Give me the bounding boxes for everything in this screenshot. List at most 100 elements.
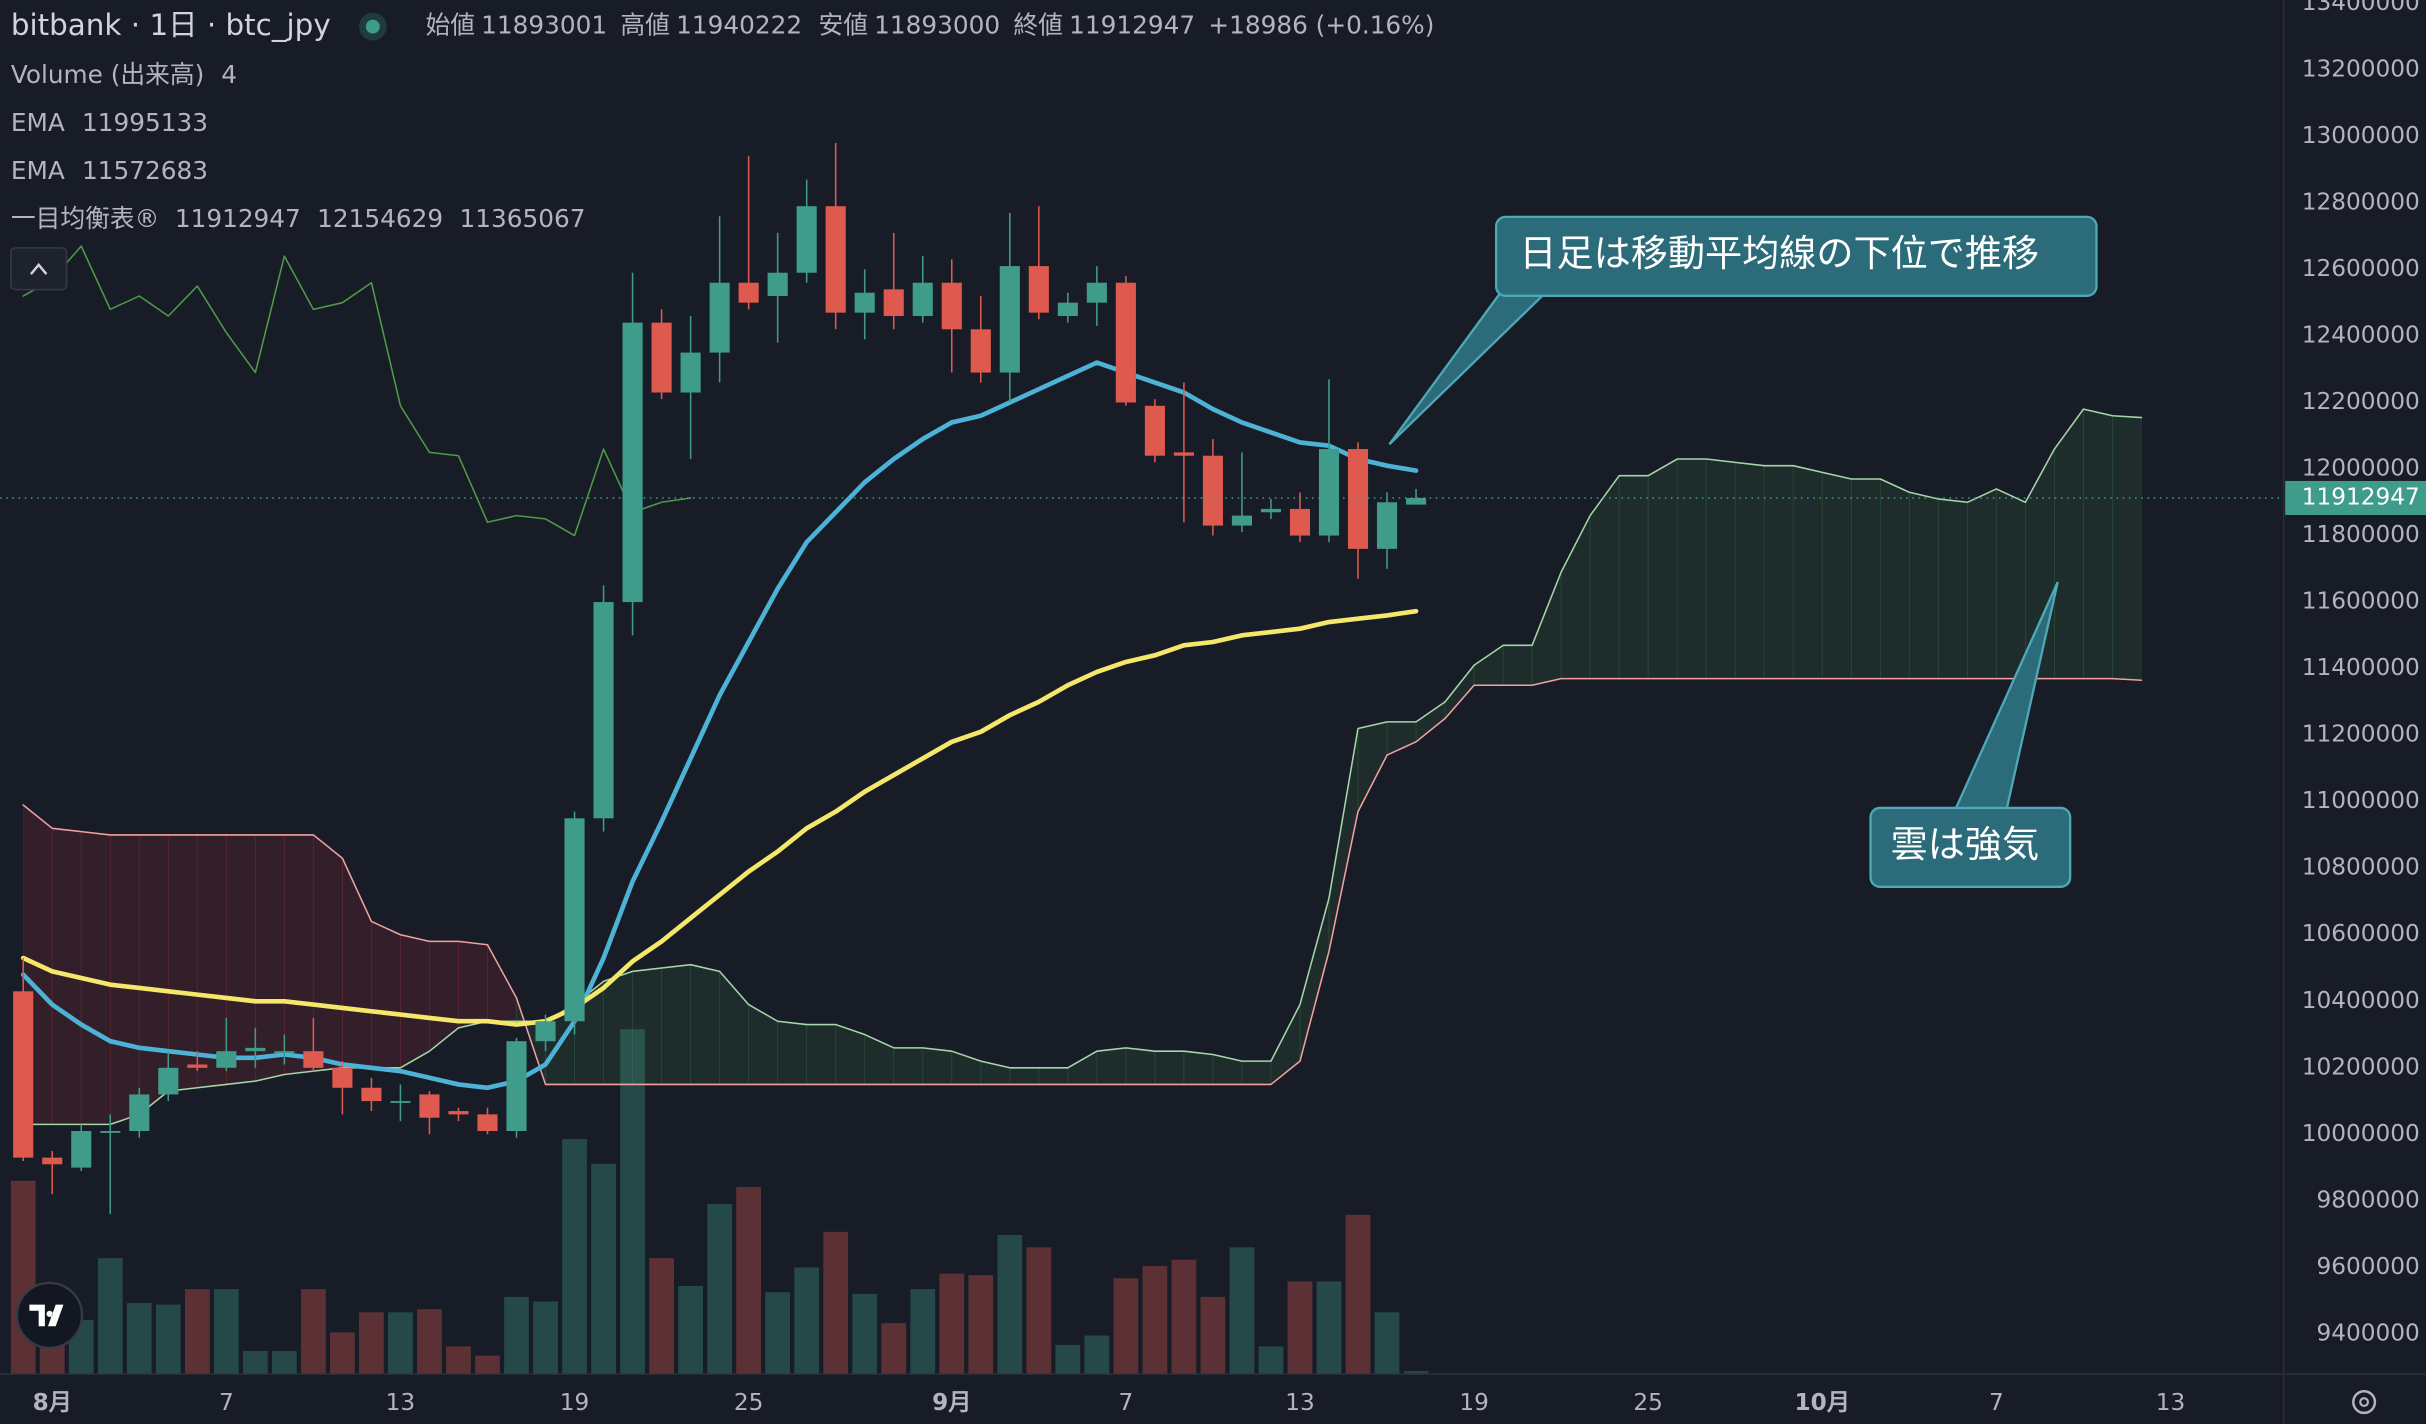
cloud-fill: [1937, 498, 1968, 680]
cloud-fill: [1908, 491, 1939, 680]
volume-bar: [1055, 1344, 1081, 1375]
volume-bar: [1316, 1281, 1342, 1375]
cloud-fill: [1705, 458, 1736, 680]
cloud-fill: [225, 834, 256, 1085]
candle-body: [1231, 515, 1252, 526]
volume-bar: [765, 1292, 791, 1375]
settings-icon[interactable]: [2352, 1389, 2377, 1415]
volume-bar: [881, 1323, 907, 1375]
candle-body: [535, 1021, 556, 1042]
x-tick-label: 9月: [932, 1389, 971, 1416]
candle-body: [187, 1064, 208, 1068]
candle-body: [1318, 449, 1340, 536]
candle-body: [448, 1111, 469, 1115]
candle-body: [767, 272, 788, 297]
callout: 雲は強気: [1869, 581, 2072, 888]
volume-bar: [649, 1258, 674, 1375]
legend-value: 11995133: [82, 108, 208, 137]
y-tick-label: 13400000: [2302, 0, 2420, 16]
legend-value: 11912947: [175, 204, 301, 233]
ohlc-label: 高値: [620, 11, 670, 40]
cloud-fill: [2082, 408, 2113, 680]
volume-bar: [1287, 1281, 1313, 1375]
cloud-fill: [1850, 478, 1881, 680]
y-tick-label: 10000000: [2302, 1120, 2420, 1147]
callout-box: [1494, 215, 2098, 297]
volume-bar: [1113, 1278, 1139, 1375]
y-tick-label: 10800000: [2302, 854, 2420, 881]
y-tick-label: 12400000: [2302, 321, 2420, 348]
candle-body: [100, 1131, 121, 1133]
candle-body: [1173, 452, 1194, 456]
ohlc-value: 11912947: [1069, 11, 1195, 40]
candle-body: [883, 289, 904, 316]
logo-mark[interactable]: [29, 1304, 64, 1327]
x-tick-label: 13: [2156, 1389, 2186, 1416]
volume-bar: [330, 1332, 355, 1375]
volume-bar: [939, 1273, 965, 1375]
x-tick-label: 7: [219, 1389, 234, 1416]
ohlc-label: 終値: [1013, 11, 1063, 40]
volume-bar: [823, 1231, 849, 1375]
volume-bar: [10, 1180, 36, 1375]
candle-body: [361, 1087, 382, 1102]
status-dot: [365, 19, 380, 34]
x-tick-label: 19: [560, 1389, 590, 1416]
callout-text: 雲は強気: [1891, 823, 2040, 866]
legend-value: 12154629: [317, 204, 443, 233]
last-price-tag: [2285, 480, 2426, 515]
cloud-fill: [312, 833, 343, 1072]
volume-bar: [504, 1296, 529, 1375]
candle-body: [999, 266, 1020, 373]
volume-bar: [417, 1309, 442, 1375]
volume-bar: [1084, 1335, 1110, 1375]
cloud-fill: [777, 1020, 808, 1085]
logo[interactable]: [15, 1281, 84, 1350]
volume-bar: [475, 1355, 500, 1375]
legend-value: 11572683: [82, 156, 208, 185]
cloud-fill: [1154, 1050, 1185, 1085]
collapse-button-box[interactable]: [10, 247, 68, 291]
collapse-icon[interactable]: [29, 262, 48, 275]
x-tick-label: 13: [386, 1389, 416, 1416]
settings-icon[interactable]: [2359, 1397, 2370, 1407]
volume-bar: [126, 1303, 152, 1375]
candle-body: [1115, 282, 1136, 403]
volume-bar: [1142, 1265, 1168, 1375]
volume-bar: [301, 1289, 326, 1375]
candle-body: [1405, 497, 1427, 505]
candle-body: [1086, 282, 1107, 303]
legend-value: 11365067: [460, 204, 586, 233]
candle-body: [129, 1094, 150, 1132]
candle-body: [651, 322, 672, 393]
candle-body: [854, 292, 875, 313]
candle-body: [1376, 502, 1398, 549]
x-tick-label: 8月: [33, 1389, 72, 1416]
candle-body: [477, 1114, 498, 1132]
volume-bar: [1345, 1214, 1371, 1375]
callout-box: [1869, 806, 2072, 888]
x-tick-label: 10月: [1795, 1389, 1850, 1416]
y-tick-label: 10600000: [2302, 920, 2420, 947]
cloud-fill: [1647, 458, 1678, 680]
candle-body: [709, 282, 730, 353]
candle-body: [680, 352, 701, 393]
candle-body: [390, 1101, 411, 1103]
y-tick-label: 13000000: [2302, 122, 2420, 149]
leading-span-b: [22, 677, 2143, 1086]
volume-bar: [910, 1289, 936, 1375]
legend-value: 4: [221, 60, 237, 89]
volume-bar: [184, 1289, 210, 1375]
cloud-fill: [1734, 461, 1765, 680]
cloud-fill: [806, 1024, 837, 1085]
candle-body: [970, 329, 991, 373]
volume-bar: [1374, 1312, 1400, 1375]
settings-button[interactable]: [2352, 1389, 2377, 1415]
cloud-fill: [1183, 1050, 1214, 1085]
candle-body: [245, 1047, 266, 1052]
cloud-fill: [1502, 644, 1533, 686]
cloud-fill: [1009, 1067, 1040, 1085]
volume-bar: [446, 1346, 471, 1375]
collapse-button[interactable]: [10, 247, 68, 291]
